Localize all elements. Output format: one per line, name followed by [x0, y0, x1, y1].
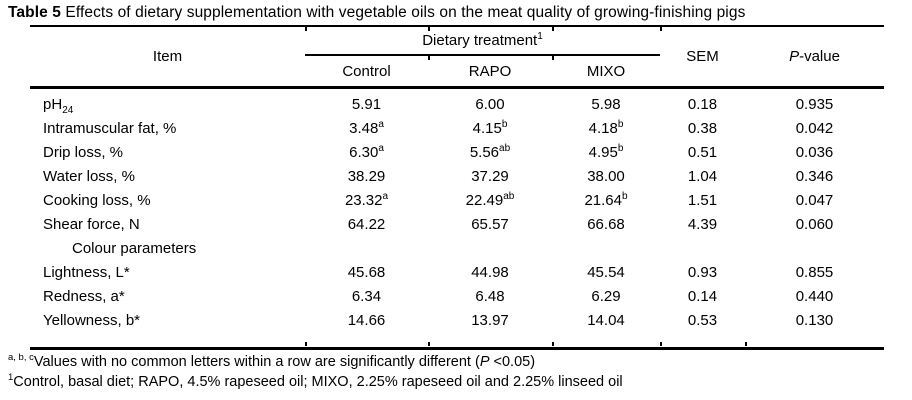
- table-caption: Effects of dietary supplementation with …: [60, 4, 746, 21]
- value-cell: 0.855: [795, 264, 834, 281]
- meat-quality-table: Item Dietary treatment1 SEM P-value Cont…: [30, 25, 884, 350]
- table-row-cooking-loss: Cooking loss, % 23.32a 22.49ab 21.64b 1.…: [30, 189, 884, 213]
- col-header-sem: SEM: [660, 26, 745, 89]
- col-header-dietary-treatment: Dietary treatment1: [305, 26, 660, 56]
- table-number: Table 5: [8, 4, 61, 21]
- footnote-treatments: 1Control, basal diet; RAPO, 4.5% rapesee…: [8, 372, 623, 390]
- value-cell: 64.22: [347, 216, 386, 233]
- row-label: Redness, a*: [43, 288, 125, 305]
- value-cell: 65.57: [471, 216, 509, 233]
- rule-tick: [660, 342, 662, 346]
- value-cell: 4.39: [687, 216, 718, 233]
- header-row-treatments: Control RAPO MIXO: [30, 55, 884, 89]
- value-cell: 5.56ab: [469, 143, 511, 162]
- row-label: Intramuscular fat, %: [43, 120, 177, 137]
- value-cell: 0.18: [687, 96, 718, 113]
- value-cell: 0.93: [687, 264, 718, 281]
- value-cell: 5.98: [591, 96, 621, 113]
- row-label: Drip loss, %: [43, 144, 124, 161]
- value-cell: 14.66: [305, 309, 428, 350]
- value-cell: 38.00: [587, 168, 625, 185]
- row-label: Lightness, L*: [43, 264, 130, 281]
- value-cell: 6.48: [475, 288, 505, 305]
- value-cell: 0.935: [795, 96, 834, 113]
- rule-tick: [552, 56, 554, 60]
- col-header-control: Control: [305, 55, 428, 89]
- footnote-treatments-mark: 1: [8, 372, 14, 384]
- rule-tick: [552, 342, 554, 346]
- value-cell: 3.48a: [349, 119, 384, 138]
- rule-tick: [745, 342, 747, 346]
- value-cell: 5.91: [351, 96, 382, 113]
- value-cell: 6.34: [351, 288, 382, 305]
- value-cell: 1.51: [687, 192, 718, 209]
- table-row-lightness: Lightness, L* 45.68 44.98 45.54 0.93 0.8…: [30, 261, 884, 285]
- rule-tick: [305, 27, 307, 31]
- col-header-pvalue: P-value: [745, 26, 884, 89]
- value-cell: 0.440: [795, 288, 834, 305]
- table-row-redness: Redness, a* 6.34 6.48 6.29 0.14 0.440: [30, 285, 884, 309]
- value-cell: 0.130: [745, 309, 884, 350]
- col-header-mixo: MIXO: [552, 55, 660, 89]
- footnotes: a, b, cValues with no common letters wit…: [8, 352, 623, 392]
- rule-tick: [552, 27, 554, 31]
- col-header-item: Item: [30, 26, 305, 89]
- value-cell: 6.30a: [349, 143, 384, 162]
- value-cell: 22.49ab: [465, 191, 515, 210]
- pvalue-italic-p: P: [789, 48, 800, 65]
- table-row-water-loss: Water loss, % 38.29 37.29 38.00 1.04 0.3…: [30, 165, 884, 189]
- value-cell: 0.036: [795, 144, 834, 161]
- value-cell: 6.29: [591, 288, 621, 305]
- rule-tick: [428, 342, 430, 346]
- dietary-treatment-label: Dietary treatment: [422, 32, 538, 49]
- footnote-significance: a, b, cValues with no common letters wit…: [8, 352, 536, 370]
- value-cell: 0.042: [795, 120, 834, 137]
- table-row-yellowness: Yellowness, b* 14.66 13.97 14.04 0.53 0.…: [30, 309, 884, 350]
- row-label: Shear force, N: [43, 216, 140, 233]
- row-label: Cooking loss, %: [43, 192, 151, 209]
- rule-tick: [660, 27, 662, 31]
- value-cell: 45.54: [587, 264, 625, 281]
- rule-tick: [428, 56, 430, 60]
- value-cell: 44.98: [471, 264, 509, 281]
- value-cell: 66.68: [587, 216, 625, 233]
- col-header-rapo: RAPO: [428, 55, 552, 89]
- value-cell: 4.95b: [588, 143, 624, 162]
- table-row-shear-force: Shear force, N 64.22 65.57 66.68 4.39 0.…: [30, 213, 884, 237]
- table-row-drip-loss: Drip loss, % 6.30a 5.56ab 4.95b 0.51 0.0…: [30, 141, 884, 165]
- pvalue-suffix: -value: [799, 48, 840, 65]
- value-cell: 0.38: [687, 120, 718, 137]
- section-heading: Colour parameters: [72, 240, 197, 257]
- value-cell: 0.51: [687, 144, 718, 161]
- dietary-treatment-footnote-mark: 1: [537, 31, 543, 42]
- value-cell: 13.97: [428, 309, 552, 350]
- row-label: Yellowness, b*: [30, 309, 305, 350]
- value-cell: 0.346: [795, 168, 834, 185]
- rule-tick: [428, 27, 430, 31]
- value-cell: 0.14: [687, 288, 718, 305]
- value-cell: 0.53: [660, 309, 745, 350]
- row-label: pH24: [43, 96, 74, 116]
- rule-tick: [305, 342, 307, 346]
- value-cell: 21.64b: [584, 191, 628, 210]
- row-label: Water loss, %: [43, 168, 135, 185]
- table-title: Table 5 Effects of dietary supplementati…: [8, 4, 745, 22]
- value-cell: 6.00: [475, 96, 505, 113]
- value-cell: 1.04: [687, 168, 718, 185]
- value-cell: 0.060: [795, 216, 834, 233]
- value-cell: 38.29: [347, 168, 386, 185]
- value-cell: 45.68: [347, 264, 386, 281]
- section-row-colour-parameters: Colour parameters: [30, 237, 884, 261]
- value-cell: 14.04: [552, 309, 660, 350]
- footnote-significance-mark: a, b, c: [8, 352, 34, 364]
- header-row-spanner: Item Dietary treatment1 SEM P-value: [30, 26, 884, 89]
- table-row-intramuscular-fat: Intramuscular fat, % 3.48a 4.15b 4.18b 0…: [30, 117, 884, 141]
- value-cell: 4.15b: [472, 119, 508, 138]
- value-cell: 0.047: [795, 192, 834, 209]
- value-cell: 4.18b: [588, 119, 624, 138]
- table-row-ph24: pH24 5.91 6.00 5.98 0.18 0.935: [30, 88, 884, 118]
- value-cell: 23.32a: [344, 191, 389, 210]
- value-cell: 37.29: [471, 168, 509, 185]
